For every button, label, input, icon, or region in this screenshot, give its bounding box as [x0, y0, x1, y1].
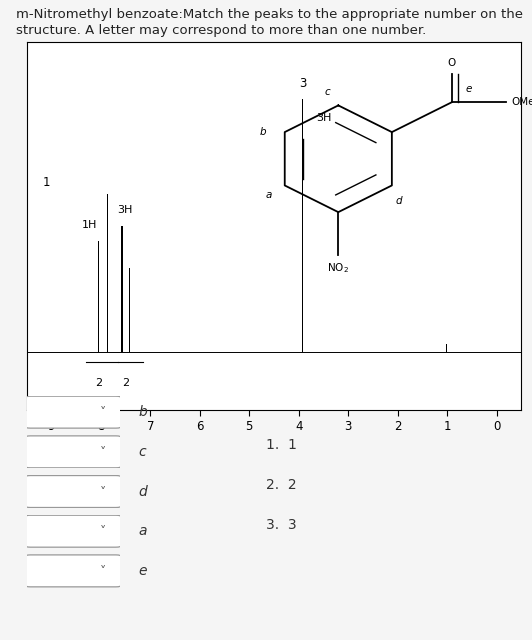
FancyBboxPatch shape — [25, 515, 121, 547]
Text: ˅: ˅ — [100, 565, 106, 578]
FancyBboxPatch shape — [25, 396, 121, 428]
Text: structure. A letter may correspond to more than one number.: structure. A letter may correspond to mo… — [16, 24, 426, 36]
Bar — [98, 241, 99, 352]
Text: 3H: 3H — [118, 205, 133, 215]
Text: 1H: 1H — [81, 220, 97, 230]
Bar — [106, 194, 108, 352]
FancyBboxPatch shape — [25, 476, 121, 508]
Text: m-Nitromethyl benzoate:Match the peaks to the appropriate number on the: m-Nitromethyl benzoate:Match the peaks t… — [16, 8, 523, 20]
Text: 2.  2: 2. 2 — [266, 478, 297, 492]
Text: 1: 1 — [43, 176, 50, 189]
FancyBboxPatch shape — [25, 555, 121, 587]
Text: ˅: ˅ — [100, 406, 106, 419]
Bar — [302, 99, 303, 352]
Text: b: b — [138, 405, 147, 419]
Text: ˅: ˅ — [100, 446, 106, 459]
Text: 2: 2 — [122, 378, 129, 388]
Text: 2: 2 — [95, 378, 102, 388]
Text: 3: 3 — [299, 77, 306, 90]
Bar — [129, 268, 130, 352]
Text: 3H: 3H — [316, 113, 331, 123]
FancyBboxPatch shape — [25, 436, 121, 468]
Text: c: c — [138, 445, 146, 459]
Text: e: e — [138, 564, 147, 578]
Bar — [121, 226, 123, 352]
Text: 3.  3: 3. 3 — [266, 518, 297, 532]
Text: ˅: ˅ — [100, 525, 106, 538]
Text: ˅: ˅ — [100, 486, 106, 499]
Text: d: d — [138, 484, 147, 499]
Text: a: a — [138, 524, 147, 538]
Text: 1.  1: 1. 1 — [266, 438, 297, 452]
